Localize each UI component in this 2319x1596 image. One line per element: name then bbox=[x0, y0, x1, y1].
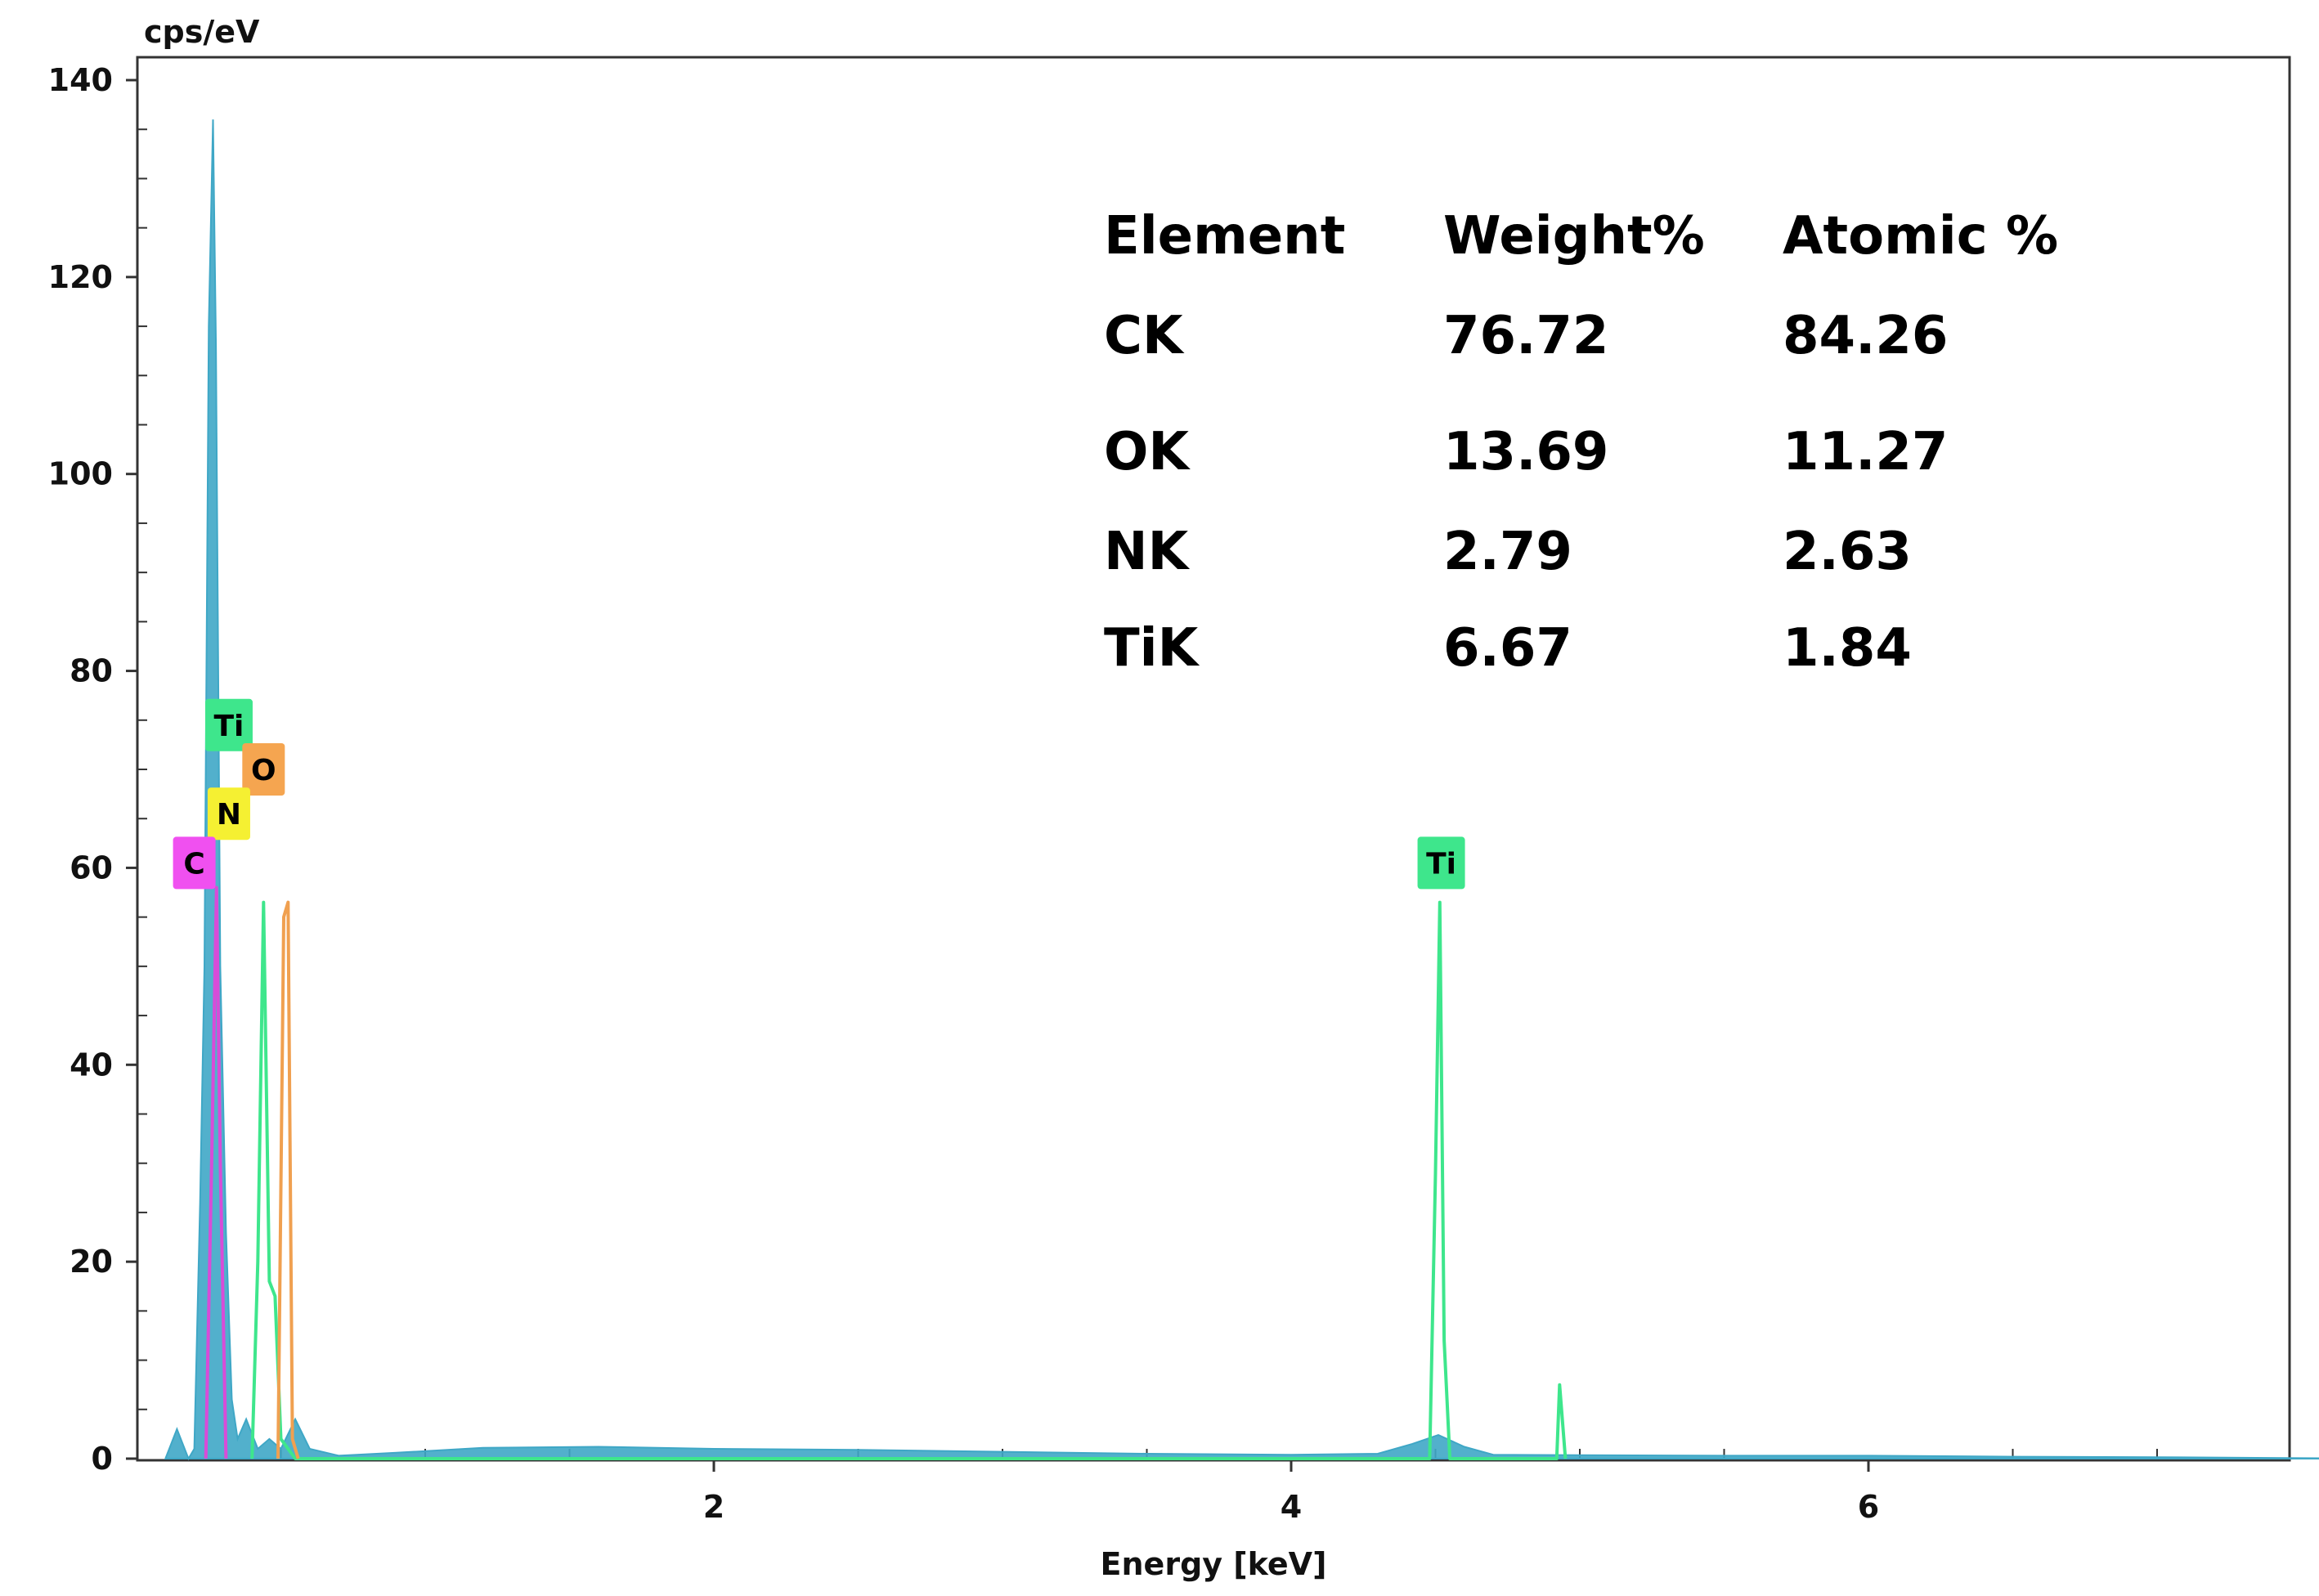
y-axis-title: cps/eV bbox=[144, 14, 260, 50]
element-marker-box bbox=[204, 698, 253, 751]
element-marker-label: N bbox=[217, 798, 241, 832]
table-cell: TiK bbox=[1104, 618, 1200, 679]
table-cell: 11.27 bbox=[1783, 422, 1948, 482]
y-tick-label: 0 bbox=[92, 1441, 113, 1477]
plot-frame bbox=[136, 56, 2291, 1462]
table-header-cell: Element bbox=[1104, 206, 1345, 267]
x-tick-label: 2 bbox=[703, 1489, 724, 1525]
table-cell: 84.26 bbox=[1783, 306, 1948, 366]
element-marker-label: Ti bbox=[214, 710, 244, 743]
table-cell: 13.69 bbox=[1443, 422, 1608, 482]
y-tick-label: 100 bbox=[48, 456, 113, 492]
spectrum-area bbox=[164, 119, 2319, 1461]
table-header-cell: Weight% bbox=[1443, 206, 1705, 267]
y-tick-label: 20 bbox=[70, 1244, 113, 1280]
y-tick-label: 140 bbox=[48, 62, 113, 98]
element-line-series bbox=[204, 885, 228, 1459]
x-axis-title: Energy [keV] bbox=[1101, 1546, 1327, 1582]
element-marker-box bbox=[207, 787, 250, 841]
table-cell: NK bbox=[1104, 522, 1191, 582]
element-marker-box bbox=[173, 836, 216, 890]
table-cell: 76.72 bbox=[1443, 306, 1608, 366]
table-cell: CK bbox=[1104, 306, 1185, 366]
table-header-cell: Atomic % bbox=[1783, 206, 2058, 267]
composition-table: Element Weight% Atomic % CK 76.72 84.26 OK 13.6… bbox=[1104, 206, 2058, 679]
axis-labels: 0204060801001201402468101214 bbox=[48, 62, 1880, 1525]
table-cell: 6.67 bbox=[1443, 618, 1572, 679]
element-marker-label: O bbox=[251, 754, 276, 787]
table-cell: 2.63 bbox=[1783, 522, 1912, 582]
element-marker-label: Ti bbox=[1426, 847, 1456, 881]
x-tick-label: 4 bbox=[1281, 1489, 1302, 1525]
table-cell: 2.79 bbox=[1443, 522, 1572, 582]
y-tick-label: 120 bbox=[48, 259, 113, 295]
y-tick-label: 60 bbox=[70, 850, 113, 885]
element-marker-box bbox=[242, 743, 285, 796]
element-marker-label: C bbox=[183, 847, 204, 881]
element-line-series bbox=[276, 900, 300, 1459]
element-marker-box bbox=[1417, 836, 1465, 890]
element-line-series bbox=[250, 900, 1568, 1460]
tick-marks bbox=[126, 78, 2158, 1472]
table-cell: OK bbox=[1104, 422, 1191, 482]
y-tick-label: 80 bbox=[70, 653, 113, 689]
x-tick-label: 6 bbox=[1858, 1489, 1879, 1525]
y-tick-label: 40 bbox=[70, 1047, 113, 1083]
spectrum-series bbox=[164, 119, 2319, 1461]
table-cell: 1.84 bbox=[1783, 618, 1912, 679]
